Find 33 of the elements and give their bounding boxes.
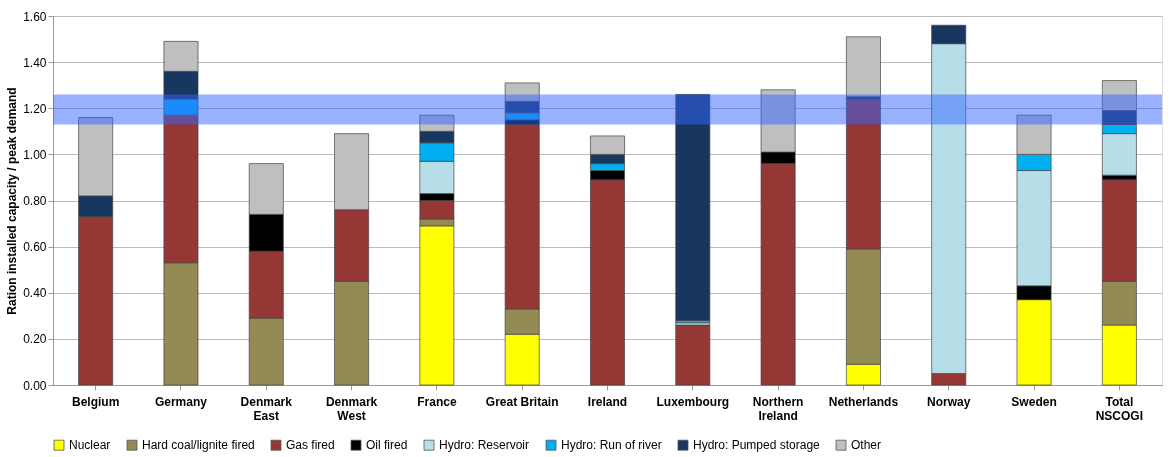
x-tick-label: Great Britain <box>485 394 559 409</box>
legend-label: Gas fired <box>286 438 335 453</box>
x-tick-label: Germany <box>154 394 208 409</box>
x-tick-label: Norway <box>927 394 971 409</box>
y-tick-label: 0.80 <box>23 194 47 208</box>
y-tick-label: 1.00 <box>23 147 47 162</box>
legend-label: Nuclear <box>69 438 111 453</box>
x-tick-label: Denmark West <box>325 394 378 423</box>
x-tick-label: Sweden <box>1011 394 1057 409</box>
bar <box>675 324 711 386</box>
x-tick-label: France <box>417 394 457 409</box>
y-tick-label: 1.60 <box>23 9 47 24</box>
legend-label: Other <box>851 438 882 453</box>
legend-label: Hard coal/lignite fired <box>142 438 255 453</box>
y-tick-label: 1.40 <box>23 55 47 70</box>
bar <box>675 94 711 321</box>
y-tick-label: 0.20 <box>23 332 47 347</box>
y-tick-label: 0.40 <box>23 286 47 301</box>
x-tick-label: Total NSCOGI <box>1095 394 1144 423</box>
legend-label: Hydro: Pumped storage <box>693 438 821 453</box>
x-tick-label: Netherlands <box>828 394 899 409</box>
legend-label: Hydro: Reservoir <box>439 438 530 453</box>
legend-label: Hydro: Run of river <box>561 438 662 453</box>
x-tick-label: Northern Ireland <box>752 394 804 423</box>
x-tick-label: Belgium <box>71 394 120 409</box>
y-tick-label: 1.20 <box>23 101 47 116</box>
x-tick-label: Luxembourg <box>656 394 730 409</box>
y-tick-label: 0.00 <box>23 378 47 393</box>
x-tick-label: Ireland <box>587 394 628 409</box>
legend-label: Oil fired <box>366 438 408 453</box>
y-axis-title: Ration installed capacity / peak demand <box>5 87 20 315</box>
x-tick-label: Denmark East <box>240 394 293 423</box>
y-tick-label: 0.60 <box>23 240 47 255</box>
